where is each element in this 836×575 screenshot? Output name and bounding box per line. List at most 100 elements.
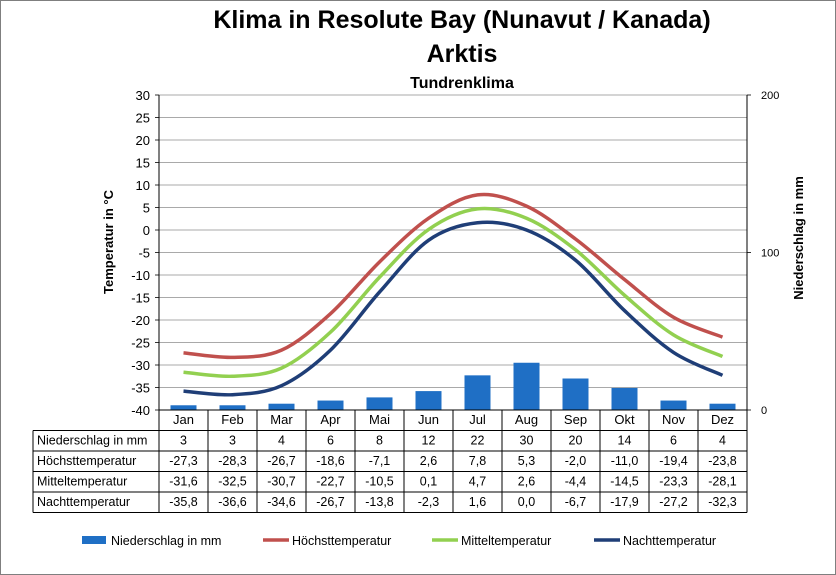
left-tick-label: 10 <box>136 178 150 193</box>
precipitation-bar <box>170 405 197 410</box>
table-cell-value: -14,5 <box>610 475 639 489</box>
table-cell-value: -10,5 <box>365 475 394 489</box>
table-cell-value: -31,6 <box>169 475 198 489</box>
table-cell-value: -32,5 <box>218 475 247 489</box>
table-cell-value: 20 <box>569 434 583 448</box>
legend-swatch <box>82 536 106 544</box>
data-table: Jan Feb Mar Apr Mai Jun Jul Aug Sep Okt Nov Dez Nied… <box>32 409 748 513</box>
series-line <box>183 192 724 360</box>
left-tick-label: -35 <box>131 381 150 396</box>
right-tick-label: 200 <box>761 90 779 102</box>
table-cell-value: 6 <box>327 434 334 448</box>
table-cell-value: -32,3 <box>708 495 737 509</box>
table-row-label: Höchsttemperatur <box>37 454 136 468</box>
left-tick-label: -40 <box>131 403 150 418</box>
category-label: Mar <box>270 412 293 427</box>
category-label: Sep <box>564 412 587 427</box>
category-label: Jun <box>418 412 439 427</box>
table-cell-value: -13,8 <box>365 495 394 509</box>
table-cell-value: 2,6 <box>420 454 437 468</box>
table-cell-value: -7,1 <box>369 454 391 468</box>
table-row-label: Niederschlag in mm <box>37 434 147 448</box>
left-axis-ticks: 30 25 20 15 10 5 0 -5 -10 -15 -20 -25 -30 -35 -40 <box>131 88 159 418</box>
precipitation-bar <box>268 403 295 410</box>
left-tick-label: 20 <box>136 133 150 148</box>
chart-title-line2: Arktis <box>426 40 498 68</box>
table-cell-value: 2,6 <box>518 475 535 489</box>
table-cell-value: -11,0 <box>611 454 639 468</box>
temperature-lines <box>183 192 724 397</box>
category-label: Aug <box>515 412 538 427</box>
table-cell-value: 30 <box>520 434 534 448</box>
table-cell-value: -22,7 <box>316 475 345 489</box>
table-cell-value: -2,3 <box>418 495 440 509</box>
table-cell-value: -35,8 <box>169 495 198 509</box>
chart-subtitle: Tundrenklima <box>410 75 514 92</box>
category-label: Jan <box>173 412 194 427</box>
table-cell-value: 12 <box>422 434 436 448</box>
table-cell-value: 1,6 <box>469 495 486 509</box>
legend-label: Höchsttemperatur <box>292 534 391 548</box>
precipitation-bar <box>611 387 638 410</box>
left-axis-label: Temperatur in °C <box>101 189 116 294</box>
category-label: Nov <box>662 412 686 427</box>
table-cell-value: -36,6 <box>218 495 247 509</box>
left-tick-label: -15 <box>131 291 150 306</box>
series-line <box>183 220 724 397</box>
left-tick-label: 5 <box>143 201 150 216</box>
table-cell-value: -17,9 <box>610 495 639 509</box>
table-cell-value: 0,0 <box>518 495 535 509</box>
precipitation-bar <box>464 375 491 410</box>
table-cell-value: -27,2 <box>659 495 688 509</box>
left-tick-label: -30 <box>131 358 150 373</box>
legend: Niederschlag in mm Höchsttemperatur Mittel… <box>82 534 716 548</box>
legend-label: Mitteltemperatur <box>461 534 551 548</box>
left-tick-label: -5 <box>138 246 150 261</box>
legend-label: Nachttemperatur <box>623 534 716 548</box>
table-cell-value: -18,6 <box>316 454 345 468</box>
table-cell-value: -19,4 <box>659 454 688 468</box>
right-axis-label: Niederschlag in mm <box>791 176 806 300</box>
table-cell-value: 5,3 <box>518 454 535 468</box>
left-tick-label: 30 <box>136 88 150 103</box>
category-label: Okt <box>614 412 635 427</box>
precipitation-bar <box>513 362 540 410</box>
precipitation-bar <box>219 405 246 410</box>
right-tick-label: 0 <box>761 405 767 417</box>
table-cell-value: -6,7 <box>565 495 587 509</box>
table-cell-value: -26,7 <box>267 454 296 468</box>
table-cell-value: 3 <box>180 434 187 448</box>
left-tick-label: -25 <box>131 336 150 351</box>
category-label: Apr <box>320 412 341 427</box>
category-label: Dez <box>711 412 734 427</box>
precipitation-bar <box>562 378 589 410</box>
gridlines <box>158 94 748 411</box>
left-tick-label: 0 <box>143 223 150 238</box>
table-cell-value: -27,3 <box>169 454 198 468</box>
category-label: Mai <box>369 412 390 427</box>
table-cell-value: 7,8 <box>469 454 486 468</box>
category-label: Jul <box>469 412 486 427</box>
series-line <box>183 206 724 379</box>
table-cell-value: 0,1 <box>420 475 437 489</box>
table-cell-value: -28,1 <box>708 475 737 489</box>
table-cell-value: 4 <box>278 434 285 448</box>
precipitation-bar <box>660 400 687 410</box>
precipitation-bar <box>317 400 344 410</box>
table-cell-value: -4,4 <box>565 475 587 489</box>
precipitation-bar <box>709 403 736 410</box>
table-cell-value: 4,7 <box>469 475 486 489</box>
table-cell-value: -2,0 <box>565 454 587 468</box>
table-cell-value: -26,7 <box>316 495 345 509</box>
legend-label: Niederschlag in mm <box>111 534 221 548</box>
table-cell-value: 22 <box>471 434 485 448</box>
table-cell-value: -34,6 <box>267 495 296 509</box>
precipitation-bars <box>170 362 736 410</box>
table-cell-value: 8 <box>376 434 383 448</box>
precipitation-bar <box>415 391 442 410</box>
right-axis-ticks: 200 100 0 <box>747 90 779 417</box>
table-cell-value: -30,7 <box>267 475 296 489</box>
chart-title: Klima in Resolute Bay (Nunavut / Kanada) <box>213 6 711 34</box>
